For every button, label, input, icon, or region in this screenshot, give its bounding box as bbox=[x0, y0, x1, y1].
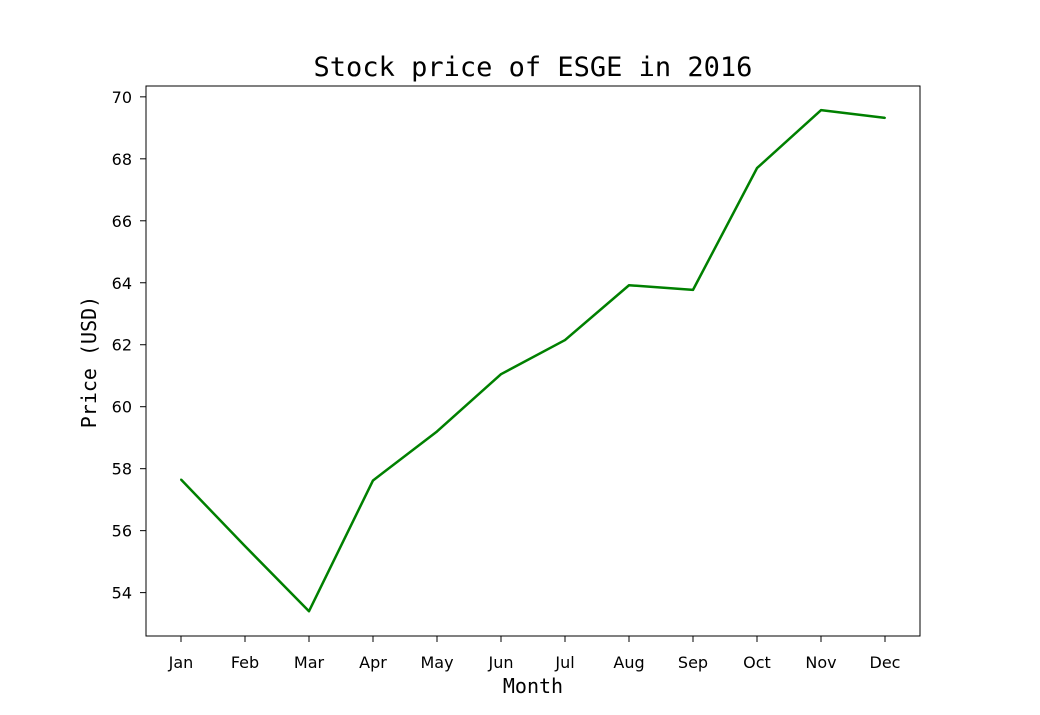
plot-area bbox=[145, 85, 921, 637]
y-tick-label: 66 bbox=[112, 212, 132, 231]
x-tick-label: Jul bbox=[554, 653, 574, 672]
data-point-aug bbox=[628, 284, 630, 287]
data-point-may bbox=[436, 430, 438, 433]
y-tick-label: 56 bbox=[112, 522, 132, 541]
y-axis-label: Price (USD) bbox=[77, 296, 101, 428]
x-tick-label: Apr bbox=[359, 653, 387, 672]
x-axis-label: Month bbox=[503, 674, 563, 698]
y-tick-label: 70 bbox=[112, 88, 132, 107]
x-tick-label: Jan bbox=[168, 653, 194, 672]
x-tick-label: Feb bbox=[231, 653, 259, 672]
chart-title: Stock price of ESGE in 2016 bbox=[314, 52, 753, 83]
y-tick-label: 58 bbox=[112, 460, 132, 479]
series-line-esge bbox=[180, 108, 886, 613]
x-tick-label: Oct bbox=[743, 653, 771, 672]
data-point-feb bbox=[244, 545, 246, 548]
x-tick-label: May bbox=[420, 653, 453, 672]
y-tick-label: 68 bbox=[112, 150, 132, 169]
x-tick-label: Sep bbox=[678, 653, 708, 672]
y-axis: 54 56 58 60 62 64 66 68 70 bbox=[112, 88, 146, 603]
data-points bbox=[180, 109, 886, 613]
data-point-jul bbox=[564, 339, 566, 342]
x-tick-label: Jun bbox=[488, 653, 514, 672]
y-tick-label: 54 bbox=[112, 584, 132, 603]
x-tick-label: Aug bbox=[613, 653, 644, 672]
x-axis: Jan Feb Mar Apr May Jun Jul Aug Sep Oct Nov Dec bbox=[168, 636, 901, 672]
data-point-dec bbox=[884, 116, 886, 119]
data-point-nov bbox=[820, 109, 822, 112]
y-tick-label: 60 bbox=[112, 398, 132, 417]
x-tick-label: Mar bbox=[294, 653, 325, 672]
data-point-oct bbox=[756, 167, 758, 170]
x-tick-label: Dec bbox=[870, 653, 901, 672]
data-point-mar bbox=[308, 610, 310, 613]
y-tick-label: 64 bbox=[112, 274, 132, 293]
y-tick-label: 62 bbox=[112, 336, 132, 355]
data-point-sep bbox=[692, 288, 694, 291]
data-point-jun bbox=[500, 373, 502, 376]
data-point-jan bbox=[180, 478, 182, 481]
x-tick-label: Nov bbox=[805, 653, 836, 672]
data-point-apr bbox=[372, 479, 374, 482]
